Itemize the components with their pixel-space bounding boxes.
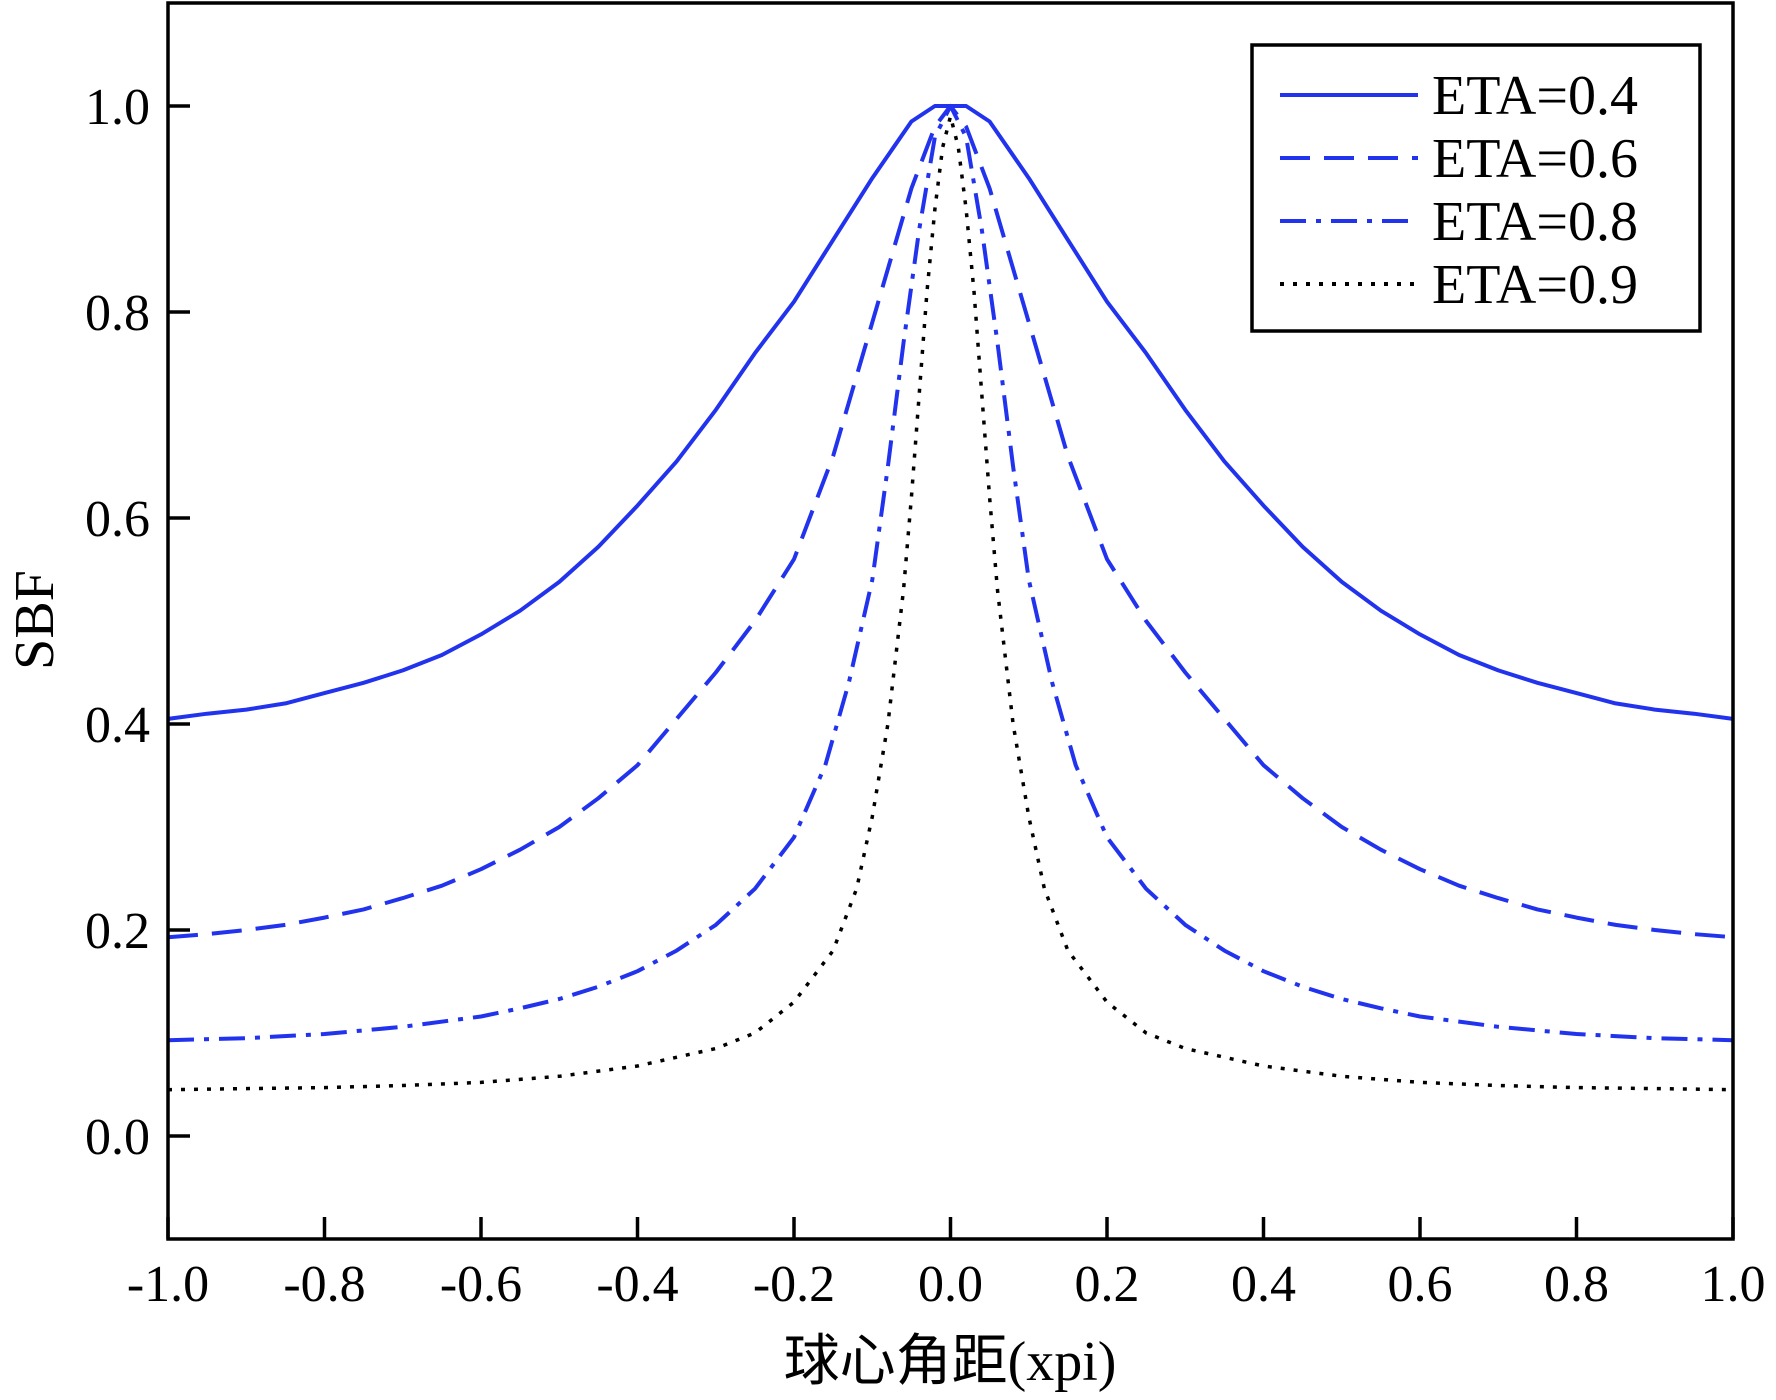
y-tick-label: 0.4: [85, 697, 150, 754]
x-tick-label: 0.0: [918, 1256, 983, 1313]
x-tick-label: 0.8: [1544, 1256, 1609, 1313]
y-tick-label: 0.6: [85, 491, 150, 548]
x-axis-label: 球心角距(xpi): [784, 1331, 1117, 1393]
x-tick-label: 0.4: [1231, 1256, 1296, 1313]
x-axis-ticks: -1.0 -0.8 -0.6 -0.4 -0.2 0.0 0.2 0.4 0.6 0.8 1.0: [127, 1217, 1766, 1313]
plot-frame: [166, 1, 1735, 1241]
y-tick-label: 0.0: [85, 1109, 150, 1166]
y-axis-ticks: 0.0 0.2 0.4 0.6 0.8 1.0: [85, 79, 190, 1166]
plot-lines: [167, 104, 1734, 1092]
x-tick-label: 1.0: [1701, 1256, 1766, 1313]
y-tick-label: 0.2: [85, 903, 150, 960]
legend-label: ETA=0.6: [1432, 128, 1638, 190]
series-line-eta-0-8: [167, 104, 1734, 1043]
y-tick-label: 0.8: [85, 285, 150, 342]
legend-box: [1250, 43, 1702, 333]
legend-label: ETA=0.4: [1432, 65, 1638, 127]
x-tick-label: -1.0: [127, 1256, 209, 1313]
y-axis-label: SBF: [4, 570, 66, 670]
x-tick-label: 0.2: [1075, 1256, 1140, 1313]
y-tick-label: 1.0: [85, 79, 150, 136]
legend-label: ETA=0.9: [1432, 254, 1638, 316]
x-tick-label: -0.6: [440, 1256, 522, 1313]
x-tick-label: -0.4: [596, 1256, 678, 1313]
legend-label: ETA=0.8: [1432, 191, 1638, 253]
x-tick-label: -0.8: [283, 1256, 365, 1313]
x-tick-label: 0.6: [1388, 1256, 1453, 1313]
x-tick-label: -0.2: [753, 1256, 835, 1313]
